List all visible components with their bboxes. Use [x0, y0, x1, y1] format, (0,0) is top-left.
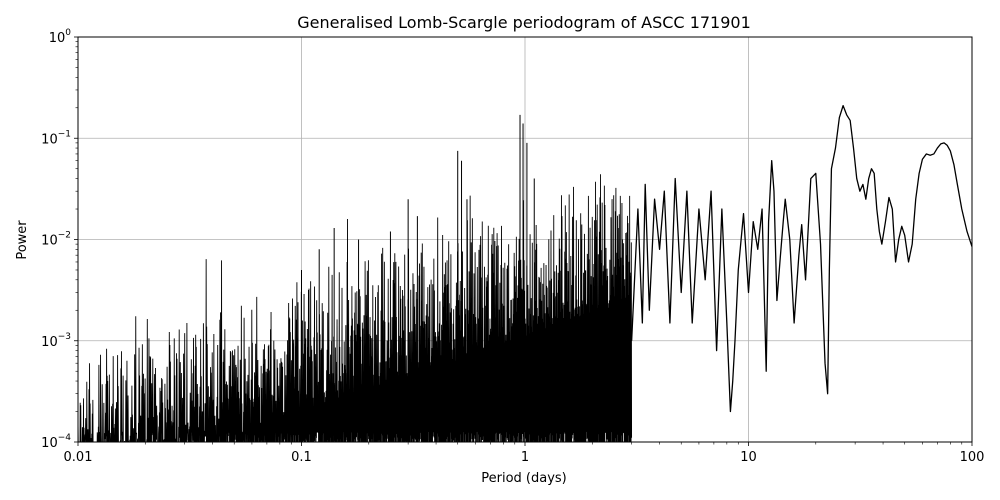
- x-axis-label: Period (days): [481, 471, 567, 486]
- y-tick-label: 10−1: [41, 129, 71, 147]
- y-tick-label: 100: [49, 28, 72, 46]
- chart-title: Generalised Lomb-Scargle periodogram of …: [297, 13, 751, 32]
- plot-frame: [77, 36, 973, 443]
- y-tick-label: 10−3: [41, 332, 71, 350]
- y-tick-label: 10−4: [41, 433, 71, 451]
- x-tick-label: 100: [960, 450, 985, 465]
- series-line: [630, 104, 972, 413]
- y-tick-label: 10−2: [41, 231, 71, 249]
- dense-periodogram-noise: [78, 114, 633, 442]
- x-tick-label: 0.01: [64, 450, 93, 465]
- x-tick-label: 1: [521, 450, 529, 465]
- y-axis-label: Power: [15, 220, 30, 260]
- x-tick-label: 10: [740, 450, 757, 465]
- x-tick-label: 0.1: [291, 450, 312, 465]
- ticks-group: 0.01 0.1 1 10 100 10−4 10−3 10−2 10−1 100: [41, 28, 984, 465]
- series-group: [630, 104, 972, 413]
- dense-noise-trace: [78, 174, 633, 442]
